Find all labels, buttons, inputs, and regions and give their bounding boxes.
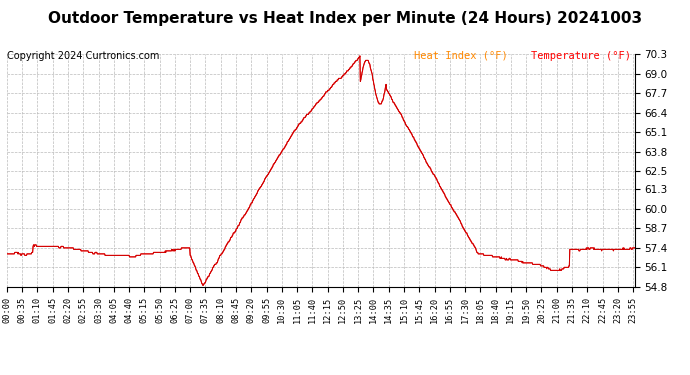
Text: Heat Index (°F): Heat Index (°F) xyxy=(414,51,508,61)
Text: Temperature (°F): Temperature (°F) xyxy=(531,51,631,61)
Text: Outdoor Temperature vs Heat Index per Minute (24 Hours) 20241003: Outdoor Temperature vs Heat Index per Mi… xyxy=(48,11,642,26)
Text: Copyright 2024 Curtronics.com: Copyright 2024 Curtronics.com xyxy=(7,51,159,61)
